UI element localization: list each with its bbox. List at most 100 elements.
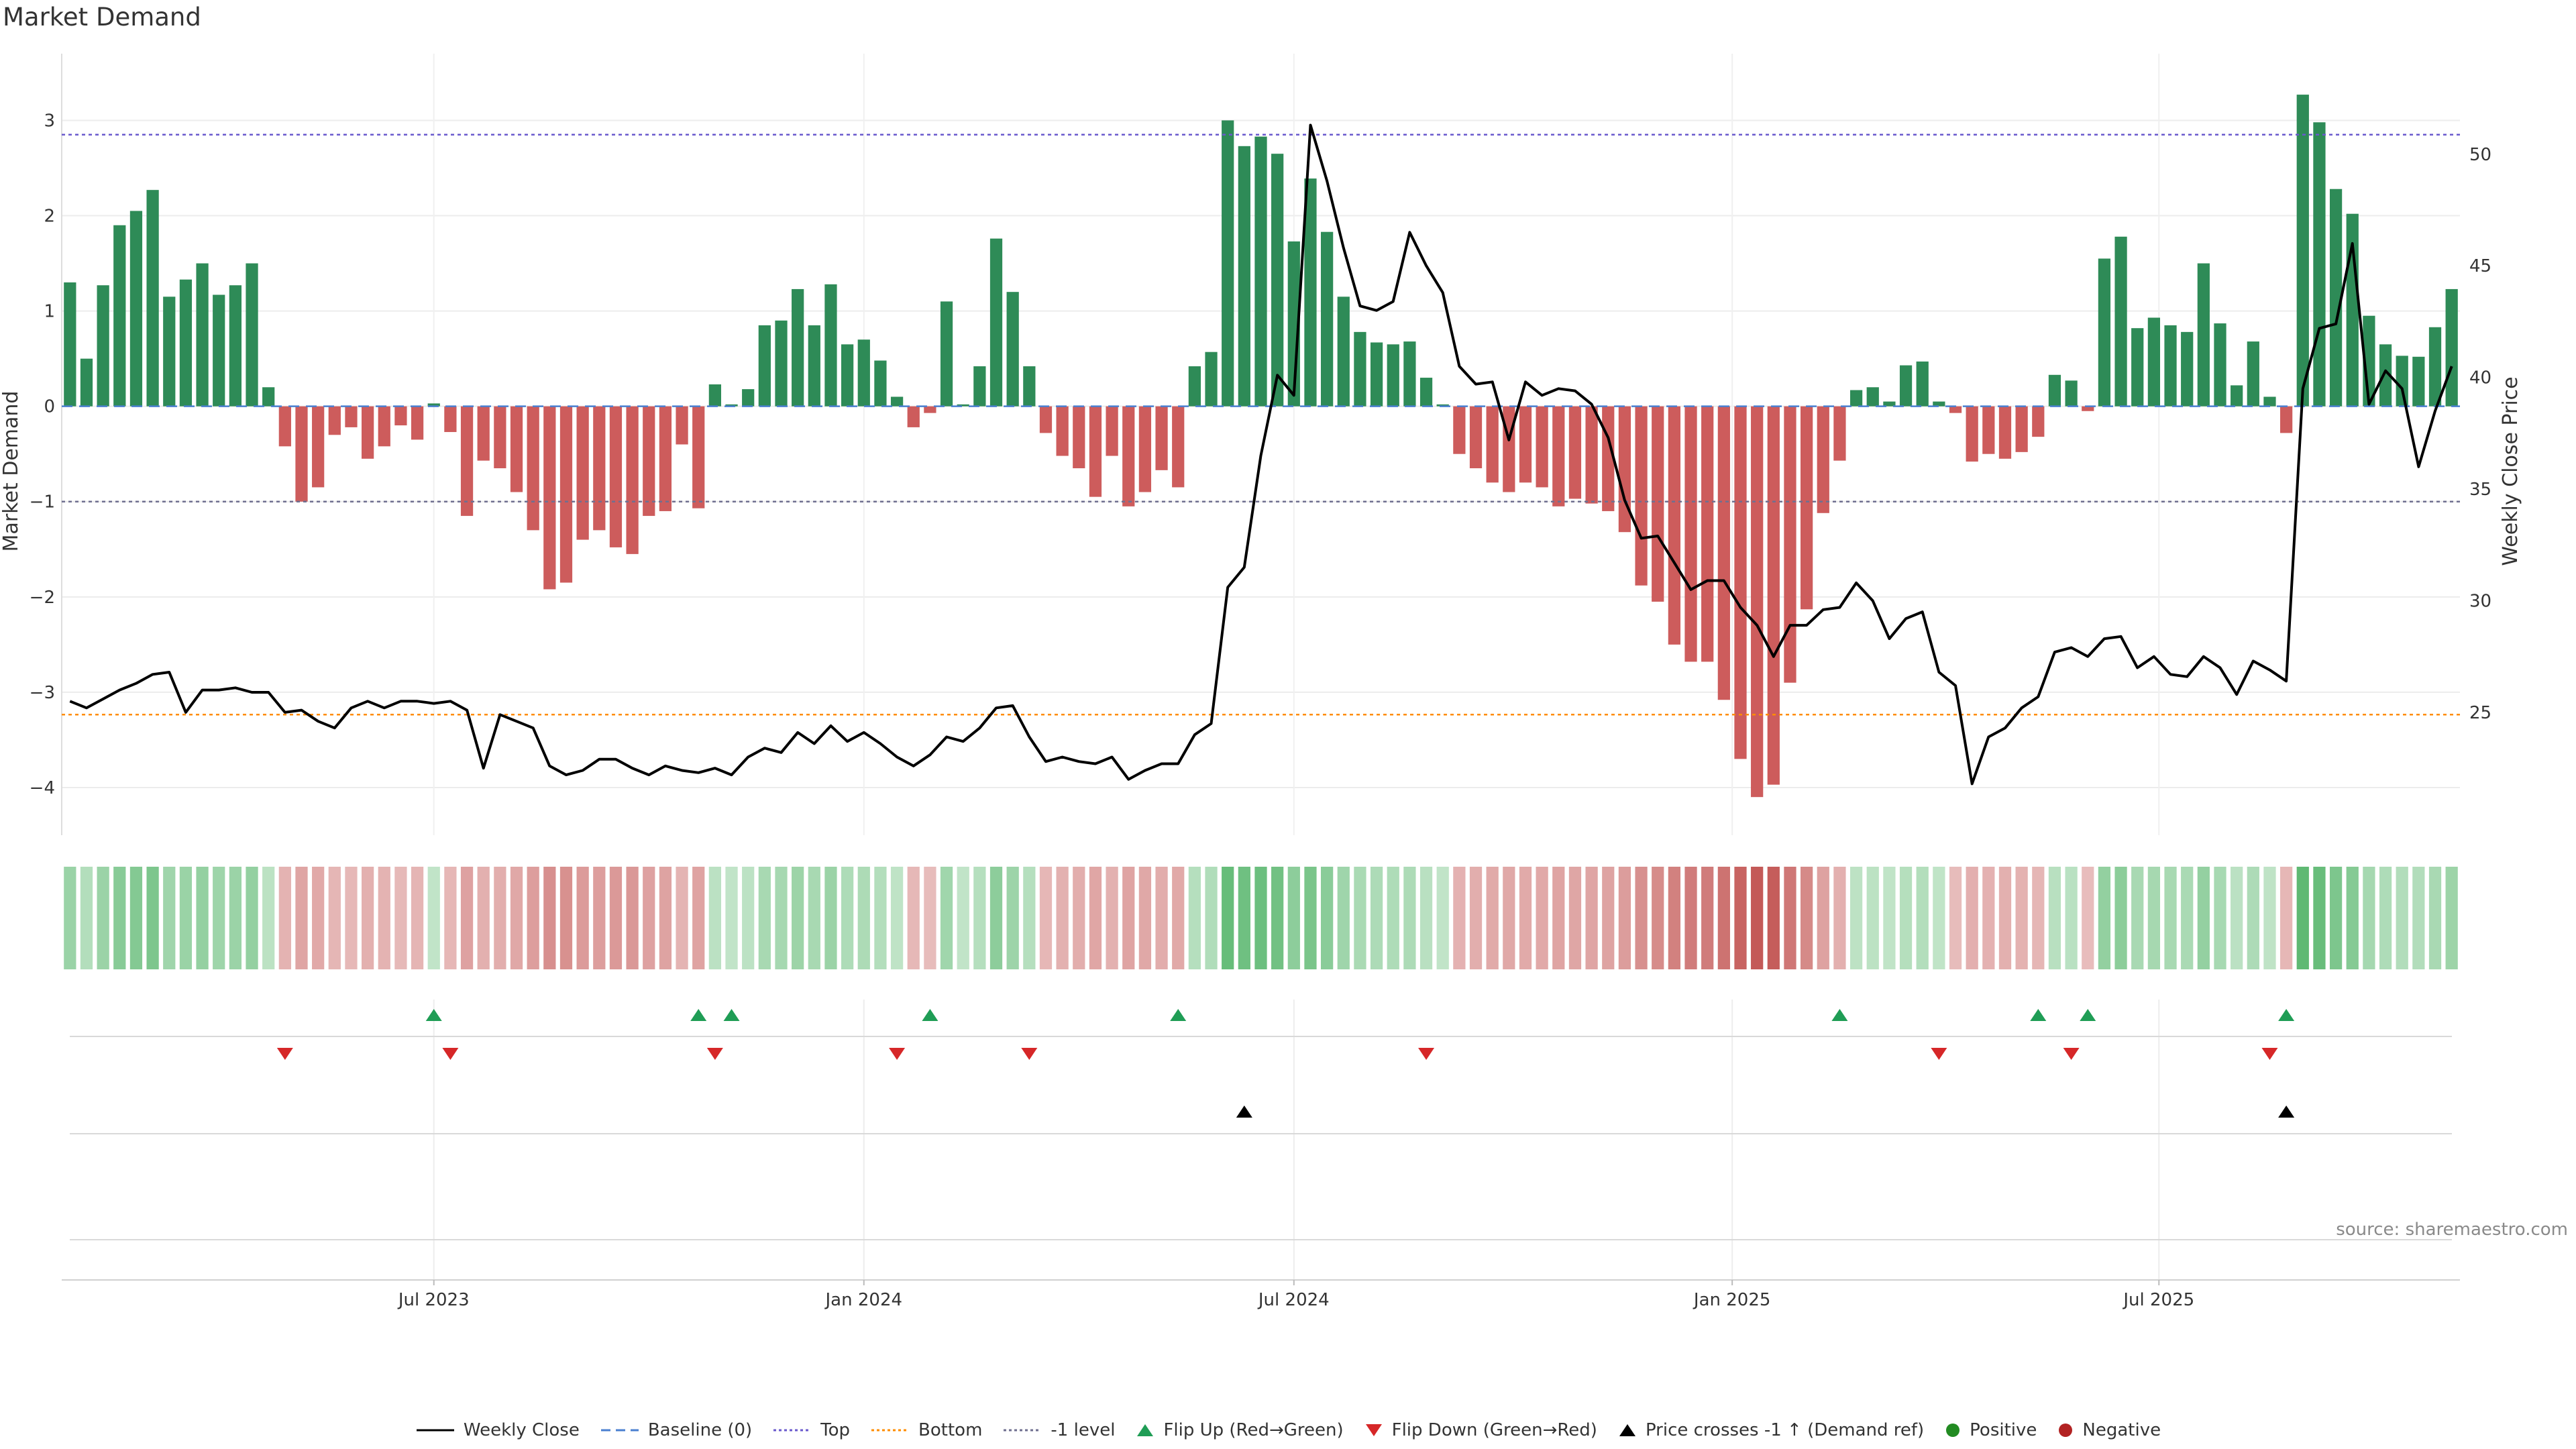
demand-bar [262,387,275,407]
x-tick-label: Jul 2024 [1257,1290,1330,1310]
price-cross-marker [1236,1106,1252,1118]
heat-strip-cell [2164,867,2177,969]
heat-strip-cell [427,867,440,969]
flip-down-marker [1931,1048,1947,1060]
demand-bar [1419,378,1433,407]
heat-strip-cell [1767,867,1780,969]
price-cross-marker [2278,1106,2295,1118]
heat-strip-cell [1916,867,1929,969]
demand-bar [1354,331,1366,407]
demand-bar [1453,406,1466,454]
flip-up-marker [922,1009,938,1021]
y-tick-label: 1 [44,302,55,322]
heat-strip-cell [1172,867,1185,969]
demand-bar [1966,406,1978,462]
demand-bar [857,339,870,407]
weekly-close-line [69,123,2453,786]
demand-bar [626,406,639,554]
heat-strip-cell [841,867,854,969]
heat-strip-cell [2114,867,2127,969]
demand-bar [2231,385,2243,407]
demand-bar [179,279,193,407]
heat-strip-cell [643,867,655,969]
heat-strip-cell [2363,867,2375,969]
heat-strip-cell [1387,867,1399,969]
demand-bar [1337,297,1350,407]
demand-bar [361,406,374,459]
legend-item-price-cross: Price crosses -1 ↑ (Demand ref) [1617,1420,1924,1440]
demand-bar [477,406,490,461]
demand-bar [312,406,325,488]
demand-bar [196,263,209,407]
dotted-line-purple-icon [773,1429,812,1432]
flip-down-marker [1021,1048,1038,1060]
demand-bar [1519,406,1532,483]
legend-label: Bottom [918,1420,983,1440]
flip-down-marker [1418,1048,1435,1060]
demand-bar [510,406,523,492]
demand-bar [1304,178,1317,407]
flip-down-marker [2063,1048,2080,1060]
y-tick-label: 3 [44,111,55,131]
heat-strip-cell [179,867,193,969]
demand-bar [2082,406,2094,411]
demand-bar [1734,406,1747,759]
demand-bar [1701,406,1714,662]
heat-strip-cell [1734,867,1747,969]
demand-bar [1271,154,1284,407]
heat-strip-cell [1668,867,1681,969]
demand-bar [1849,390,1863,407]
heat-strip-cell [246,867,258,969]
heat-strip-cell [2048,867,2061,969]
demand-bar [1320,231,1334,407]
flip-down-marker [442,1048,459,1060]
flip-up-marker [2278,1009,2295,1021]
demand-bar [1089,406,1102,497]
heat-strip-cell [1006,867,1019,969]
demand-bar [2015,406,2028,452]
demand-bar [2428,327,2442,407]
demand-bar [609,406,623,547]
heat-strip-cell [742,867,755,969]
flip-down-marker [889,1048,906,1060]
heat-strip-cell [1271,867,1284,969]
heat-strip-cell [1585,867,1598,969]
heat-strip-cell [725,867,738,969]
x-tick-label: Jan 2024 [824,1290,903,1310]
heat-strip-cell [692,867,705,969]
demand-bar [2048,374,2061,407]
demand-bar [1006,292,1019,407]
y2-tick-label: 45 [2469,256,2491,276]
heat-strip-cell [2279,867,2293,969]
heat-strip-cell [758,867,771,969]
demand-bar [1503,406,1515,492]
heat-strip-cell [1949,867,1962,969]
dot-red-icon [2059,1424,2073,1437]
heat-strip-cell [874,867,887,969]
demand-bar [973,366,986,407]
demand-bar [394,406,407,426]
demand-bar [494,406,506,469]
demand-bar [129,211,143,407]
demand-bar [1866,387,1879,407]
demand-bar [940,301,953,407]
heat-strip-cell [1618,867,1631,969]
demand-bar [1883,401,1896,407]
heat-strip-cell [2131,867,2144,969]
y-tick-label: −1 [30,492,55,513]
demand-bar [80,358,93,407]
heat-strip-cell [1684,867,1697,969]
heat-strip-cell [278,867,291,969]
demand-bar [957,404,969,407]
demand-bar [295,406,308,502]
heat-strip-cell [576,867,589,969]
heat-strip-cell [113,867,126,969]
legend-item-minus-one: -1 level [1002,1420,1115,1440]
flip-up-marker [723,1009,740,1021]
demand-bar [345,406,358,427]
demand-bar [841,344,854,407]
legend-item-baseline: Baseline (0) [600,1420,752,1440]
demand-bar [1668,406,1681,645]
demand-bar [1552,406,1565,506]
heat-strip-cell [1469,867,1483,969]
